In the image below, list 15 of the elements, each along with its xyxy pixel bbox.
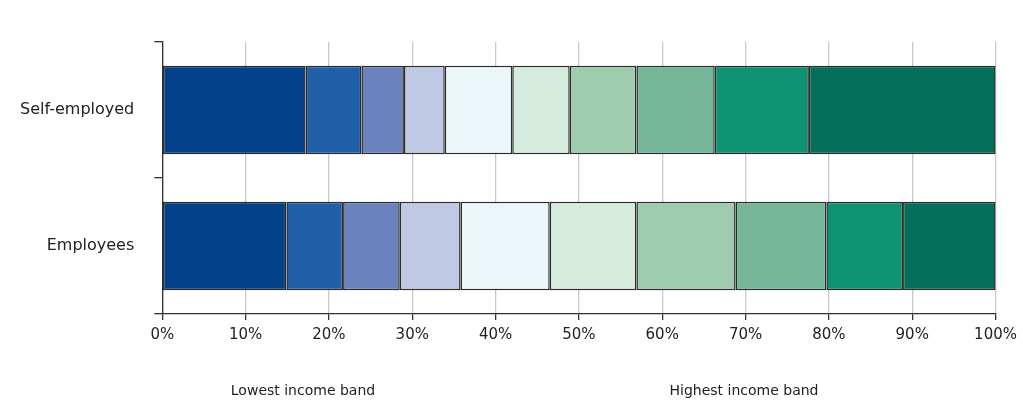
x-tick-label: 40% <box>478 324 513 343</box>
x-tick-label: 100% <box>974 324 1017 343</box>
y-tick-label: Employees <box>46 235 135 255</box>
x-tick-label: 50% <box>562 324 596 343</box>
x-tick-label: 70% <box>728 324 763 343</box>
x-tick-label: 20% <box>312 324 346 343</box>
x-tick-label: 90% <box>895 324 929 343</box>
x-tick-label: 60% <box>645 324 679 343</box>
text: Highest income band <box>668 382 820 398</box>
text: Lowest income band <box>229 382 377 398</box>
x-tick-label: 80% <box>812 324 846 343</box>
y-tick-label: Self-employed <box>20 99 135 119</box>
x-tick-label: 30% <box>395 324 429 343</box>
x-tick-label: 10% <box>228 324 263 343</box>
x-tick-label: 0% <box>150 324 175 343</box>
